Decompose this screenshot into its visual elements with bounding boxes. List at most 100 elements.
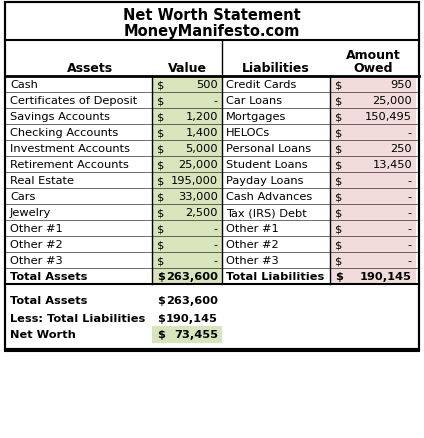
Text: $: $ [157, 80, 165, 90]
Text: Value: Value [167, 62, 206, 75]
Text: 1,400: 1,400 [186, 128, 218, 138]
Text: Other #3: Other #3 [10, 255, 63, 265]
Text: 25,000: 25,000 [372, 96, 412, 106]
Text: Other #2: Other #2 [226, 240, 279, 249]
Text: -: - [214, 223, 218, 233]
Bar [152, 189, 222, 205]
Bar [330, 125, 416, 141]
Text: Payday Loans: Payday Loans [226, 176, 304, 186]
Text: $: $ [157, 272, 165, 281]
Text: -: - [408, 128, 412, 138]
Text: -: - [408, 208, 412, 218]
Text: $: $ [335, 240, 342, 249]
Text: $: $ [157, 159, 165, 170]
Bar [330, 157, 416, 173]
Text: $: $ [335, 144, 342, 154]
Text: $: $ [335, 255, 342, 265]
Text: Tax (IRS) Debt: Tax (IRS) Debt [226, 208, 307, 218]
Text: Jewelry: Jewelry [10, 208, 51, 218]
Text: $: $ [335, 191, 342, 201]
Bar [152, 237, 222, 252]
Text: Cash: Cash [10, 80, 38, 90]
Text: Owed: Owed [353, 62, 393, 75]
Bar [330, 173, 416, 189]
Text: 195,000: 195,000 [171, 176, 218, 186]
Text: Credit Cards: Credit Cards [226, 80, 296, 90]
Bar [152, 141, 222, 157]
Text: $: $ [157, 296, 165, 306]
Text: $: $ [335, 208, 342, 218]
Text: Net Worth: Net Worth [10, 330, 76, 340]
Text: Total Assets: Total Assets [10, 296, 87, 306]
Bar [152, 268, 222, 284]
Bar [330, 141, 416, 157]
Bar [152, 157, 222, 173]
Text: $: $ [157, 96, 165, 106]
Text: Cash Advances: Cash Advances [226, 191, 312, 201]
Text: 250: 250 [391, 144, 412, 154]
Text: $: $ [157, 223, 165, 233]
Text: 1,200: 1,200 [186, 112, 218, 122]
Text: Other #2: Other #2 [10, 240, 63, 249]
Text: $: $ [335, 176, 342, 186]
Text: $: $ [335, 128, 342, 138]
Bar [152, 125, 222, 141]
Text: 25,000: 25,000 [178, 159, 218, 170]
Bar [5, 3, 419, 351]
Text: 190,145: 190,145 [166, 313, 218, 323]
Text: Net Worth Statement: Net Worth Statement [123, 7, 301, 22]
Text: Less: Total Liabilities: Less: Total Liabilities [10, 313, 145, 323]
Text: $: $ [335, 80, 342, 90]
Bar [330, 109, 416, 125]
Text: $: $ [157, 255, 165, 265]
Text: Other #1: Other #1 [226, 223, 279, 233]
Text: 5,000: 5,000 [185, 144, 218, 154]
Text: $: $ [157, 240, 165, 249]
Bar [330, 237, 416, 252]
Text: $: $ [157, 208, 165, 218]
Text: -: - [408, 191, 412, 201]
Text: Car Loans: Car Loans [226, 96, 282, 106]
Text: $: $ [335, 223, 342, 233]
Text: 33,000: 33,000 [178, 191, 218, 201]
Text: HELOCs: HELOCs [226, 128, 270, 138]
Text: $: $ [335, 159, 342, 170]
Text: 13,450: 13,450 [372, 159, 412, 170]
Text: Liabilities: Liabilities [242, 62, 310, 75]
Text: Certificates of Deposit: Certificates of Deposit [10, 96, 137, 106]
Bar [330, 77, 416, 93]
Text: Amount: Amount [346, 48, 400, 61]
Text: -: - [408, 255, 412, 265]
Bar [330, 189, 416, 205]
Text: 950: 950 [390, 80, 412, 90]
Text: 73,455: 73,455 [174, 330, 218, 340]
Bar [152, 220, 222, 237]
Bar [330, 93, 416, 109]
Text: 500: 500 [196, 80, 218, 90]
Text: Investment Accounts: Investment Accounts [10, 144, 130, 154]
Text: $: $ [157, 191, 165, 201]
Text: $: $ [157, 330, 165, 340]
Text: $: $ [335, 112, 342, 122]
Text: $: $ [157, 313, 165, 323]
Bar [330, 252, 416, 268]
Text: MoneyManifesto.com: MoneyManifesto.com [124, 24, 300, 39]
Text: Mortgages: Mortgages [226, 112, 286, 122]
Text: -: - [408, 223, 412, 233]
Bar [152, 173, 222, 189]
Text: $: $ [157, 144, 165, 154]
Text: $: $ [335, 96, 342, 106]
Text: $: $ [157, 176, 165, 186]
Bar [152, 252, 222, 268]
Text: Retirement Accounts: Retirement Accounts [10, 159, 129, 170]
Text: Total Liabilities: Total Liabilities [226, 272, 324, 281]
Bar [152, 93, 222, 109]
Text: Checking Accounts: Checking Accounts [10, 128, 118, 138]
Text: $: $ [335, 272, 343, 281]
Bar [330, 268, 416, 284]
Text: -: - [408, 176, 412, 186]
Bar [152, 205, 222, 220]
Bar [152, 77, 222, 93]
Text: -: - [214, 96, 218, 106]
Text: Savings Accounts: Savings Accounts [10, 112, 110, 122]
